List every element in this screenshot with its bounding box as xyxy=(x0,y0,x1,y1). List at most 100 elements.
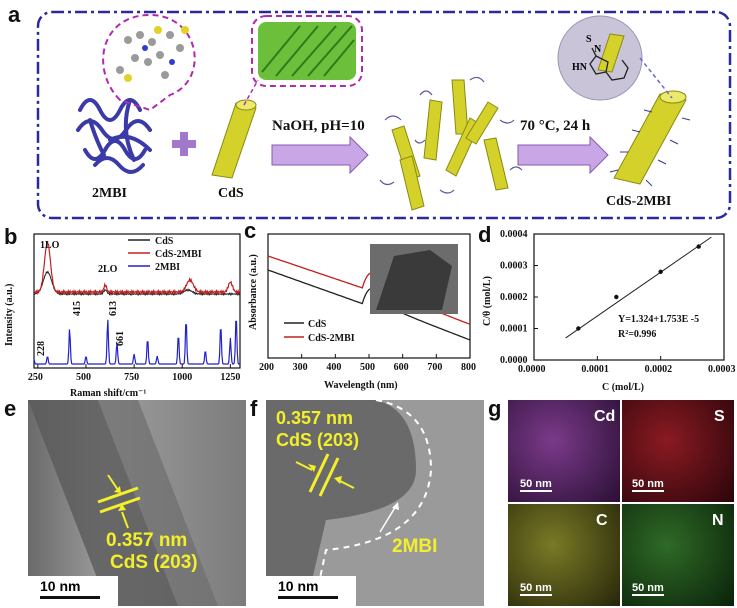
panel-label-d: d xyxy=(478,222,492,247)
eds-scale-cd: 50 nm xyxy=(520,478,552,492)
ann-228: 228 xyxy=(36,341,47,356)
uvvis-ylabel: Absorbance (a.u.) xyxy=(248,254,259,330)
lattice-image xyxy=(258,22,356,80)
eds-map-cd xyxy=(508,400,620,502)
legend-cds2mbi: CdS-2MBI xyxy=(155,249,202,260)
lg-point-1 xyxy=(614,294,619,300)
tem-image-e xyxy=(28,400,246,606)
tem-image-f xyxy=(266,400,484,606)
step1-label: NaOH, pH=10 xyxy=(272,118,365,134)
cds-label: CdS xyxy=(218,186,244,201)
lg-point-0 xyxy=(576,326,581,331)
uv-xtick-label-5: 700 xyxy=(427,362,442,373)
lg-ytick-label-1: 0.0001 xyxy=(500,324,528,335)
uvvis-chart: 200 300 400 500 600 700 800 CdS CdS-2MBI Absor… xyxy=(248,233,476,391)
panel-label-e: e xyxy=(4,396,17,421)
schematic-panel xyxy=(36,10,732,220)
langmuir-axes xyxy=(533,233,725,361)
uv-xtick-label-3: 500 xyxy=(360,362,375,373)
f-spacing: 0.357 nm xyxy=(276,408,354,428)
uv-xtick-label-1: 300 xyxy=(293,362,308,373)
lg-point-3 xyxy=(696,244,701,249)
lg-ytick-label-3: 0.0003 xyxy=(500,261,528,272)
plus-icon xyxy=(172,132,196,156)
inset-hn: HN xyxy=(572,62,587,73)
raman-xtick-label-1: 500 xyxy=(76,372,91,383)
uv-legend-cds: CdS xyxy=(308,319,327,330)
f-plane: CdS (203) xyxy=(276,430,360,450)
raman-series-2mbi xyxy=(33,319,240,365)
legend-2mbi: 2MBI xyxy=(155,262,180,273)
product-label: CdS-2MBI xyxy=(606,194,672,209)
eds-map-n xyxy=(622,504,734,606)
lg-ytick-label-0: 0.0000 xyxy=(500,355,528,366)
fit-equation: Y=1.324+1.753E -5 xyxy=(618,314,699,325)
molecule-bubble xyxy=(102,13,196,112)
raman-chart: 250 500 750 1000 1250 CdS CdS-2MBI 2MBI 1LO … xyxy=(4,233,241,399)
inset-s: S xyxy=(586,34,592,45)
raman-series-cds xyxy=(33,270,241,296)
raman-ylabel: Intensity (a.u.) xyxy=(4,283,15,346)
cds-rod xyxy=(211,99,257,179)
langmuir-chart: 0.0000 0.0001 0.0002 0.0003 0.0000 0.0001 0.00… xyxy=(482,229,736,393)
raman-legend xyxy=(128,239,150,267)
uv-xtick-label-4: 600 xyxy=(394,362,409,373)
lg-xtick-label-2: 0.0002 xyxy=(645,364,673,375)
r2-label: R2=0.996 xyxy=(618,329,656,340)
langmuir-fit-line xyxy=(565,236,712,339)
raman-xtick-label-4: 1250 xyxy=(220,372,240,383)
inset-n: N xyxy=(594,44,602,55)
lg-xtick-label-3: 0.0003 xyxy=(708,364,736,375)
raman-xlabel: Raman shift/cm⁻¹ xyxy=(70,388,146,399)
schematic-frame xyxy=(36,10,732,220)
lg-xtick-label-0: 0.0000 xyxy=(518,364,546,375)
eds-label-c: C xyxy=(596,512,608,529)
eds-scale-c: 50 nm xyxy=(520,582,552,596)
ann-415: 415 xyxy=(72,301,83,316)
arrow-step1 xyxy=(271,135,369,175)
uv-xtick-label-0: 200 xyxy=(259,362,274,373)
mbi-network xyxy=(76,98,152,174)
raman-xtick-label-3: 1000 xyxy=(172,372,192,383)
langmuir-xlabel: C (mol/L) xyxy=(602,382,644,393)
eds-label-s: S xyxy=(714,408,725,425)
langmuir-ylabel: C/θ (mol/L) xyxy=(482,276,493,326)
eds-scale-s: 50 nm xyxy=(632,478,664,492)
eds-map-c xyxy=(508,504,620,606)
lg-ytick-label-2: 0.0002 xyxy=(500,292,528,303)
f-scale: 10 nm xyxy=(278,578,319,594)
product-rod xyxy=(609,90,691,187)
panel-label-c: c xyxy=(244,218,257,243)
e-plane: CdS (203) xyxy=(110,552,198,573)
lg-point-2 xyxy=(658,269,663,274)
e-spacing: 0.357 nm xyxy=(106,530,188,551)
eds-map-s xyxy=(622,400,734,502)
uvvis-xlabel: Wavelength (nm) xyxy=(324,380,398,391)
lg-ytick-label-4: 0.0004 xyxy=(500,229,528,240)
lattice-bubble xyxy=(251,15,363,87)
ann-1lo: 1LO xyxy=(40,240,60,251)
raman-axes xyxy=(33,233,241,369)
raman-xtick-label-0: 250 xyxy=(28,372,43,383)
panel-label-g: g xyxy=(488,396,502,421)
rod-mixture xyxy=(391,79,509,211)
raman-series-cds2mbi xyxy=(33,241,241,296)
ann-613: 613 xyxy=(108,301,119,316)
ann-661: 661 xyxy=(115,331,126,346)
eds-scale-n: 50 nm xyxy=(632,582,664,596)
e-scale: 10 nm xyxy=(40,578,81,594)
uv-xtick-label-6: 800 xyxy=(461,362,476,373)
molecule-structure xyxy=(116,26,189,82)
rod-mixture-strands xyxy=(379,76,523,194)
lg-xtick-label-1: 0.0001 xyxy=(581,364,609,375)
arrow-step2 xyxy=(517,135,609,175)
panel-label-f: f xyxy=(250,396,258,421)
legend-cds: CdS xyxy=(155,236,174,247)
raman-xtick-label-2: 750 xyxy=(124,372,139,383)
eds-label-cd: Cd xyxy=(594,408,616,425)
uv-legend-cds2mbi: CdS-2MBI xyxy=(308,333,355,344)
mbi-label: 2MBI xyxy=(92,186,127,201)
uvvis-series-cds xyxy=(267,269,471,341)
uv-xtick-label-2: 400 xyxy=(326,362,341,373)
step2-label: 70 °C, 24 h xyxy=(520,118,591,134)
